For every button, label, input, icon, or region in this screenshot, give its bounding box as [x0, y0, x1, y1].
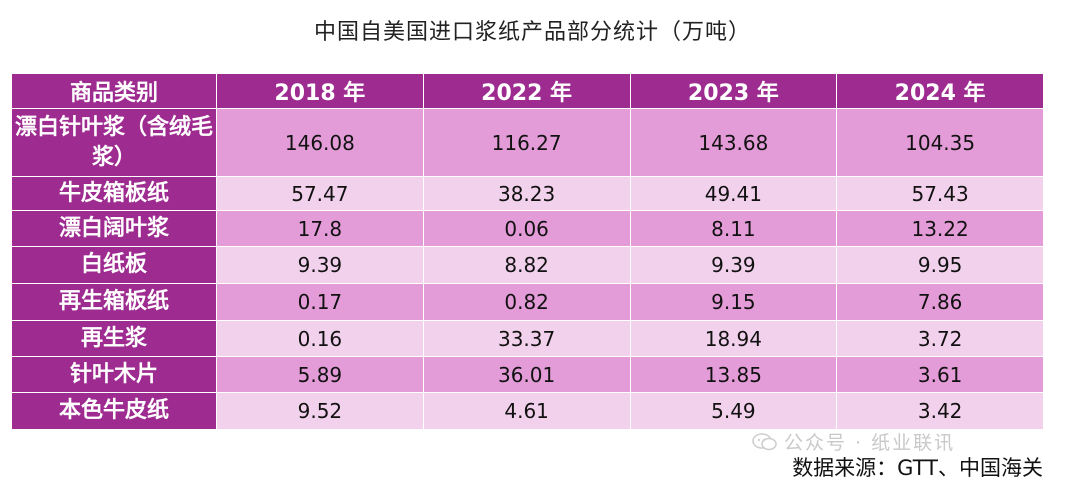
row-category-label: 白纸板 — [11, 246, 217, 284]
table-cell-value: 49.41 — [629, 176, 838, 211]
table-row: 白纸板 9.39 8.82 9.39 9.95 — [11, 246, 1044, 284]
table-cell-value: 4.61 — [422, 392, 631, 430]
chart-title: 中国自美国进口浆纸产品部分统计（万吨） — [313, 20, 751, 45]
table-cell-value: 0.06 — [422, 210, 631, 247]
table-cell-value: 5.89 — [216, 356, 424, 393]
table-cell-value: 3.42 — [836, 392, 1044, 430]
header-year-2023: 2023 年 — [629, 73, 838, 109]
table-cell-value: 36.01 — [422, 356, 631, 393]
watermark: 公众号 · 纸业联讯 — [752, 428, 955, 455]
table-cell-value: 18.94 — [629, 320, 838, 357]
data-source: 数据来源：GTT、中国海关 — [792, 456, 1043, 480]
table-cell-value: 9.39 — [629, 246, 838, 284]
table-row: 本色牛皮纸 9.52 4.61 5.49 3.42 — [11, 392, 1044, 430]
table-cell-value: 9.52 — [216, 392, 424, 430]
table-cell-value: 5.49 — [629, 392, 838, 430]
table-cell-value: 3.72 — [836, 320, 1044, 357]
header-row: 商品类别 2018 年 2022 年 2023 年 2024 年 — [11, 73, 1044, 109]
table-cell-value: 9.39 — [216, 246, 424, 284]
row-category-label: 漂白针叶浆（含绒毛浆） — [11, 108, 217, 177]
table-cell-value: 33.37 — [422, 320, 631, 357]
wechat-icon — [752, 432, 777, 450]
data-table: 商品类别 2018 年 2022 年 2023 年 2024 年 漂白针叶浆（含… — [11, 73, 1044, 430]
table-row: 针叶木片 5.89 36.01 13.85 3.61 — [11, 356, 1044, 393]
table-cell-value: 38.23 — [422, 176, 631, 211]
table-cell-value: 17.8 — [216, 210, 424, 247]
table-cell-value: 143.68 — [629, 108, 838, 177]
table-cell-value: 8.11 — [629, 210, 838, 247]
table-cell-value: 7.86 — [836, 283, 1044, 321]
header-year-2024: 2024 年 — [836, 73, 1044, 109]
row-category-label: 牛皮箱板纸 — [11, 176, 217, 211]
table-cell-value: 57.47 — [216, 176, 424, 211]
table-row: 再生浆 0.16 33.37 18.94 3.72 — [11, 320, 1044, 357]
table-cell-value: 9.95 — [836, 246, 1044, 284]
row-category-label: 本色牛皮纸 — [11, 392, 217, 430]
table-row: 再生箱板纸 0.17 0.82 9.15 7.86 — [11, 283, 1044, 321]
table-cell-value: 3.61 — [836, 356, 1044, 393]
table-cell-value: 0.82 — [422, 283, 631, 321]
row-category-label: 漂白阔叶浆 — [11, 210, 217, 247]
table-cell-value: 116.27 — [422, 108, 631, 177]
table-cell-value: 8.82 — [422, 246, 631, 284]
header-category: 商品类别 — [11, 73, 217, 109]
table-cell-value: 0.17 — [216, 283, 424, 321]
table-row: 漂白阔叶浆 17.8 0.06 8.11 13.22 — [11, 210, 1044, 247]
table-cell-value: 146.08 — [216, 108, 424, 177]
row-category-label: 再生浆 — [11, 320, 217, 357]
table-cell-value: 13.85 — [629, 356, 838, 393]
table-cell-value: 57.43 — [836, 176, 1044, 211]
header-year-2018: 2018 年 — [216, 73, 424, 109]
table-cell-value: 0.16 — [216, 320, 424, 357]
table-row: 漂白针叶浆（含绒毛浆） 146.08 116.27 143.68 104.35 — [11, 108, 1044, 177]
header-year-2022: 2022 年 — [422, 73, 631, 109]
table-cell-value: 104.35 — [836, 108, 1044, 177]
table-cell-value: 9.15 — [629, 283, 838, 321]
row-category-label: 再生箱板纸 — [11, 283, 217, 321]
watermark-text: 公众号 · 纸业联讯 — [784, 432, 956, 454]
table-cell-value: 13.22 — [836, 210, 1044, 247]
table-row: 牛皮箱板纸 57.47 38.23 49.41 57.43 — [11, 176, 1044, 211]
row-category-label: 针叶木片 — [11, 356, 217, 393]
